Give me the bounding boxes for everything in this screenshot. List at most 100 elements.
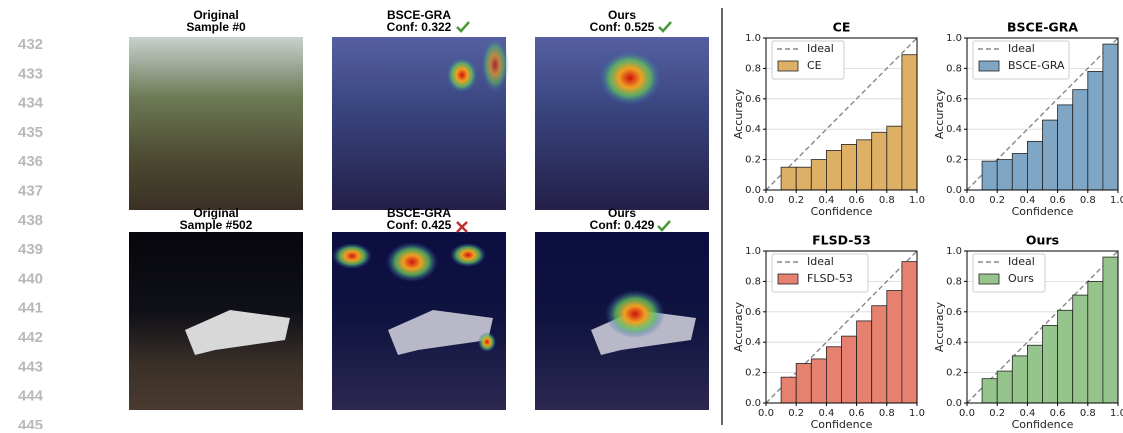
bar	[1043, 120, 1058, 190]
bar	[872, 306, 887, 403]
x-tick-label: 0.8	[879, 408, 895, 419]
bar	[857, 321, 872, 403]
bar	[842, 144, 857, 190]
x-tick-label: 0.0	[959, 195, 975, 206]
legend-label: Ideal	[1008, 255, 1035, 268]
x-axis-label: Confidence	[1012, 205, 1074, 218]
panel-subtitle: Conf: 0.425	[387, 218, 452, 232]
heatmap	[478, 332, 496, 352]
x-axis-label: Confidence	[811, 205, 873, 218]
chart-title: CE	[833, 20, 851, 35]
y-tick-label: 0.8	[745, 276, 761, 287]
panel-subtitle: Sample #502	[180, 218, 253, 232]
legend-swatch	[979, 61, 999, 71]
y-axis-label: Accuracy	[732, 301, 745, 352]
cross-icon	[457, 222, 467, 232]
bar	[1088, 281, 1103, 403]
line-number: 436	[18, 153, 43, 170]
y-tick-label: 0.8	[745, 63, 761, 74]
bar	[1088, 71, 1103, 190]
legend-label: CE	[807, 59, 822, 72]
bar	[796, 167, 811, 190]
legend-label: Ideal	[807, 42, 834, 55]
y-tick-label: 1.0	[946, 33, 962, 44]
bar	[902, 262, 917, 403]
y-tick-label: 0.2	[946, 368, 962, 379]
y-tick-label: 1.0	[745, 33, 761, 44]
y-tick-label: 0.8	[946, 276, 962, 287]
x-axis-label: Confidence	[1012, 418, 1074, 429]
bar	[857, 140, 872, 190]
bar	[997, 371, 1012, 403]
y-tick-label: 0.2	[745, 368, 761, 379]
heatmap	[481, 37, 509, 93]
bar	[902, 55, 917, 190]
chart-title: BSCE-GRA	[1007, 20, 1078, 35]
x-tick-label: 1.0	[909, 408, 925, 419]
line-number: 440	[18, 270, 43, 287]
bar	[781, 377, 796, 403]
panel-subtitle: Conf: 0.429	[590, 218, 655, 232]
bar	[1027, 345, 1042, 403]
y-tick-label: 0.2	[745, 155, 761, 166]
chart-title: Ours	[1026, 233, 1059, 248]
panel-subtitle: Sample #0	[186, 20, 246, 34]
line-number: 434	[18, 95, 44, 112]
heatmap	[386, 242, 438, 282]
legend-label: FLSD-53	[807, 272, 853, 285]
y-tick-label: 1.0	[745, 246, 761, 257]
panel-subtitle: Conf: 0.525	[590, 20, 655, 34]
x-tick-label: 1.0	[1110, 408, 1123, 419]
x-tick-label: 0.8	[1080, 195, 1096, 206]
chart-title: FLSD-53	[812, 233, 871, 248]
bar	[1058, 310, 1073, 403]
y-tick-label: 1.0	[946, 246, 962, 257]
y-tick-label: 0.4	[946, 337, 962, 348]
figure: 4324334344354364374384394404414424434444…	[0, 0, 1123, 429]
legend-swatch	[778, 61, 798, 71]
x-tick-label: 0.8	[1080, 408, 1096, 419]
x-tick-label: 0.2	[989, 195, 1005, 206]
y-tick-label: 0.2	[946, 155, 962, 166]
bar	[1027, 141, 1042, 190]
bar	[1073, 90, 1088, 190]
line-number: 441	[18, 300, 43, 317]
y-tick-label: 0.4	[946, 124, 962, 135]
bar	[982, 379, 997, 403]
bar	[796, 363, 811, 403]
heatmap	[332, 243, 372, 269]
line-number: 445	[18, 417, 43, 429]
panel-subtitle: Conf: 0.322	[387, 20, 452, 34]
check-icon	[659, 22, 671, 31]
x-tick-label: 1.0	[1110, 195, 1123, 206]
line-number: 444	[18, 388, 44, 405]
x-tick-label: 1.0	[909, 195, 925, 206]
bar	[887, 126, 902, 190]
y-tick-label: 0.8	[946, 63, 962, 74]
bar	[1103, 44, 1118, 190]
bar	[842, 336, 857, 403]
bar	[781, 167, 796, 190]
legend-label: Ideal	[807, 255, 834, 268]
heatmap	[450, 243, 486, 267]
heatmap	[446, 57, 478, 93]
line-number: 435	[18, 124, 43, 141]
heatmap	[605, 290, 665, 338]
legend-label: Ideal	[1008, 42, 1035, 55]
x-tick-label: 0.8	[879, 195, 895, 206]
bar	[887, 291, 902, 403]
line-number: 433	[18, 65, 43, 82]
line-number: 438	[18, 212, 43, 229]
legend-label: Ours	[1008, 272, 1034, 285]
x-tick-label: 0.0	[758, 408, 774, 419]
bar	[982, 161, 997, 190]
line-number: 443	[18, 358, 43, 375]
bar	[811, 359, 826, 403]
x-tick-label: 0.2	[788, 408, 804, 419]
y-tick-label: 0.6	[946, 307, 962, 318]
heatmap	[598, 50, 662, 106]
y-tick-label: 0.4	[745, 124, 761, 135]
legend-swatch	[778, 274, 798, 284]
y-tick-label: 0.6	[745, 307, 761, 318]
bar	[1012, 154, 1027, 190]
